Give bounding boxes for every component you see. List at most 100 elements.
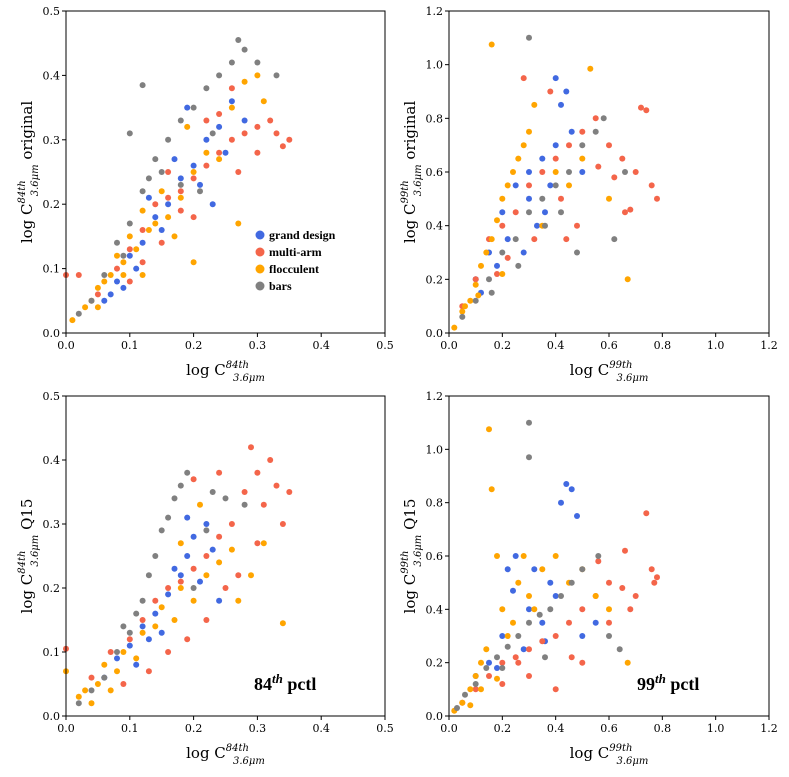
point-multi-arm <box>627 606 634 613</box>
point-multi-arm <box>472 276 479 283</box>
point-bars <box>472 297 479 304</box>
point-bars <box>235 37 242 43</box>
panel-annotation: 84th pctl <box>254 671 316 694</box>
x-axis-label: log C84th 3.6μm <box>186 360 265 384</box>
x-tick-label: 0.4 <box>312 722 330 735</box>
point-flocculent <box>520 553 527 559</box>
point-multi-arm <box>606 142 612 149</box>
point-multi-arm <box>504 254 511 261</box>
point-flocculent <box>552 553 559 559</box>
series-grand-design <box>472 75 586 296</box>
point-flocculent <box>459 308 466 315</box>
point-flocculent <box>526 128 532 135</box>
point-bars <box>152 553 159 559</box>
series-bars <box>75 37 280 317</box>
point-grand-design <box>152 610 159 617</box>
point-grand-design <box>126 252 133 259</box>
point-multi-arm <box>94 291 101 298</box>
point-flocculent <box>515 155 522 162</box>
point-multi-arm <box>499 659 506 666</box>
point-multi-arm <box>547 88 554 95</box>
point-flocculent <box>520 142 527 149</box>
point-flocculent <box>499 271 506 277</box>
point-multi-arm <box>75 272 82 278</box>
x-tick-label: 0.2 <box>494 722 512 735</box>
point-flocculent <box>462 303 468 310</box>
point-grand-design <box>216 597 223 604</box>
y-tick-label: 1.0 <box>426 443 444 456</box>
point-multi-arm <box>203 117 210 124</box>
point-flocculent <box>171 617 178 623</box>
point-grand-design <box>197 578 203 585</box>
point-multi-arm <box>126 246 133 253</box>
point-grand-design <box>152 214 159 221</box>
point-flocculent <box>165 214 172 221</box>
point-flocculent <box>472 673 479 679</box>
point-multi-arm <box>158 239 165 246</box>
x-tick-label: 0.1 <box>121 722 139 735</box>
legend-marker-grand-design <box>255 230 265 240</box>
point-bars <box>139 597 146 604</box>
point-flocculent <box>88 700 95 707</box>
y-tick-label: 0.6 <box>426 550 444 563</box>
point-grand-design <box>568 486 575 493</box>
point-flocculent <box>248 572 254 579</box>
series-flocculent <box>451 41 631 331</box>
plot-frame <box>65 395 386 717</box>
point-flocculent <box>101 278 108 285</box>
point-flocculent <box>190 597 197 604</box>
point-bars <box>494 654 500 661</box>
y-tick-label: 0.6 <box>426 166 444 179</box>
point-bars <box>488 289 495 296</box>
x-tick-label: 0.0 <box>57 339 75 352</box>
point-bars <box>165 514 172 521</box>
point-flocculent <box>120 259 127 266</box>
point-bars <box>606 633 612 639</box>
point-multi-arm <box>648 566 655 573</box>
point-flocculent <box>467 297 474 304</box>
point-grand-design <box>171 156 178 163</box>
point-multi-arm <box>267 457 274 463</box>
point-grand-design <box>520 646 527 653</box>
point-flocculent <box>478 686 484 693</box>
x-tick-label: 0.3 <box>249 339 267 352</box>
point-multi-arm <box>622 547 628 554</box>
point-multi-arm <box>552 155 559 162</box>
x-tick-label: 1.0 <box>707 339 725 352</box>
legend: grand design multi-arm flocculent bars <box>255 228 336 293</box>
point-multi-arm <box>558 195 564 202</box>
series-multi-arm <box>459 510 660 706</box>
point-grand-design <box>526 195 532 202</box>
point-multi-arm <box>235 169 242 175</box>
point-flocculent <box>107 272 114 278</box>
legend-marker-bars <box>255 281 265 291</box>
point-bars <box>184 469 191 476</box>
y-tick-label: 0.0 <box>426 710 444 723</box>
point-multi-arm <box>494 271 500 277</box>
point-multi-arm <box>254 149 261 156</box>
x-tick-label: 0.8 <box>654 722 672 735</box>
point-bars <box>120 252 127 259</box>
x-tick-label: 0.3 <box>249 722 267 735</box>
y-tick-label: 0.8 <box>426 112 444 125</box>
point-flocculent <box>624 659 631 666</box>
point-multi-arm <box>627 206 634 213</box>
point-flocculent <box>260 540 267 547</box>
point-multi-arm <box>579 128 586 135</box>
point-grand-design <box>184 104 191 111</box>
point-flocculent <box>158 604 165 611</box>
x-tick-label: 0.2 <box>185 339 203 352</box>
point-flocculent <box>478 262 484 269</box>
point-flocculent <box>486 426 492 433</box>
point-bars <box>133 610 140 617</box>
point-grand-design <box>539 155 546 162</box>
point-bars <box>209 489 216 495</box>
point-multi-arm <box>241 489 248 495</box>
point-multi-arm <box>228 521 235 527</box>
point-grand-design <box>177 175 184 182</box>
series-flocculent <box>63 501 286 707</box>
point-grand-design <box>216 123 223 130</box>
point-multi-arm <box>254 540 261 547</box>
point-bars <box>203 527 210 534</box>
point-bars <box>190 585 197 591</box>
